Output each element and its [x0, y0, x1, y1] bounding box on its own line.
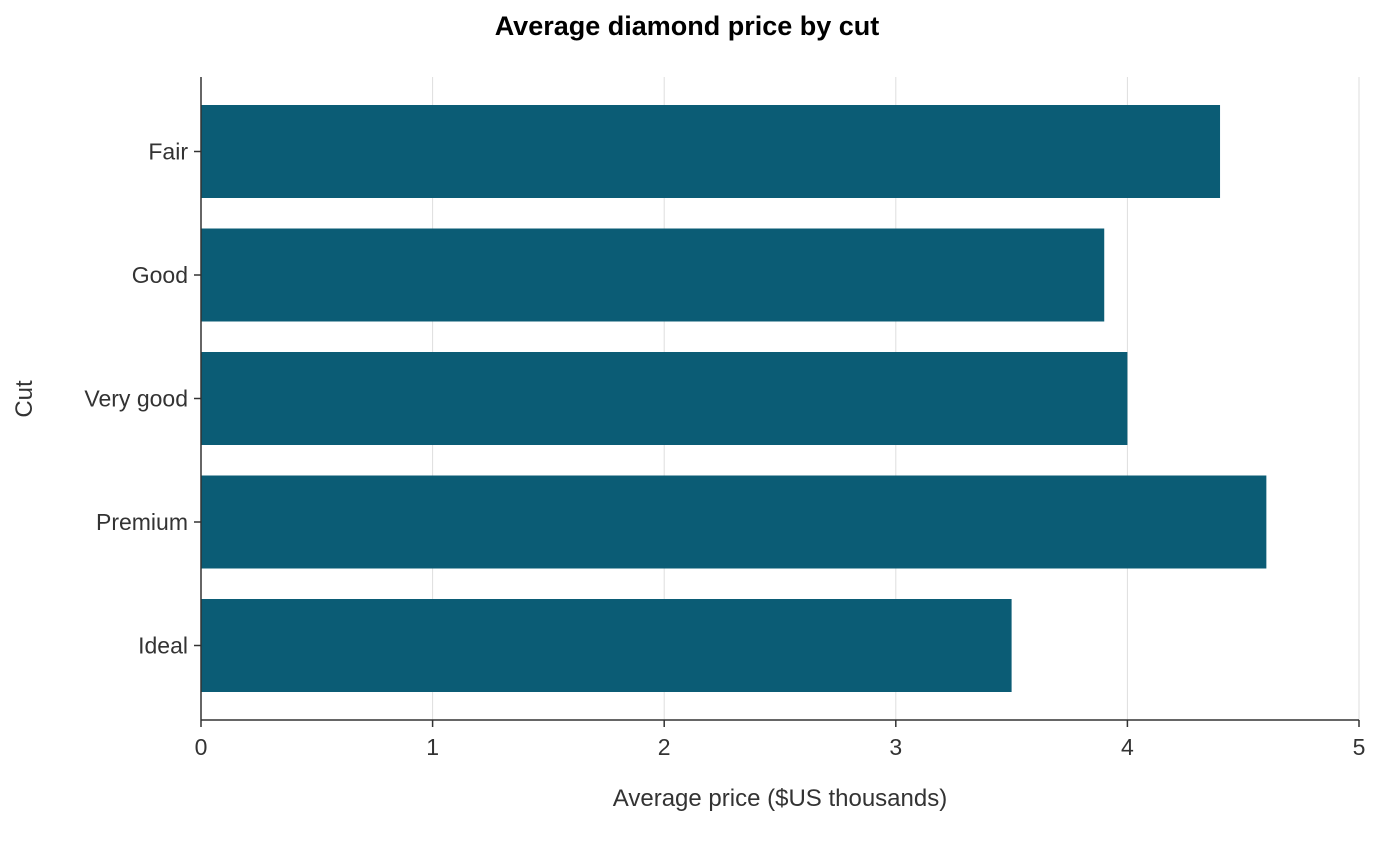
x-axis-title: Average price ($US thousands) — [613, 785, 947, 812]
x-tick-label: 2 — [658, 734, 671, 760]
x-axis-ticks: 0 1 2 3 4 5 — [195, 720, 1366, 760]
x-tick-label: 5 — [1353, 734, 1366, 760]
y-tick-label: Fair — [148, 139, 188, 165]
bar-good — [201, 228, 1105, 322]
y-tick-label: Premium — [96, 509, 188, 535]
x-tick-label: 4 — [1121, 734, 1134, 760]
y-axis-ticks: Fair Good Very good Premium Ideal — [84, 139, 201, 659]
bar-fair — [201, 105, 1221, 198]
bar-very-good — [201, 352, 1128, 445]
chart-title: Average diamond price by cut — [495, 11, 880, 41]
bar-premium — [201, 475, 1267, 569]
y-tick-label: Very good — [84, 386, 188, 412]
x-tick-label: 3 — [889, 734, 902, 760]
bars — [201, 105, 1267, 692]
y-tick-label: Good — [132, 262, 188, 288]
x-tick-label: 0 — [195, 734, 208, 760]
y-axis-title: Cut — [11, 380, 38, 418]
x-tick-label: 1 — [426, 734, 439, 760]
y-tick-label: Ideal — [138, 633, 188, 659]
bar-ideal — [201, 599, 1012, 692]
